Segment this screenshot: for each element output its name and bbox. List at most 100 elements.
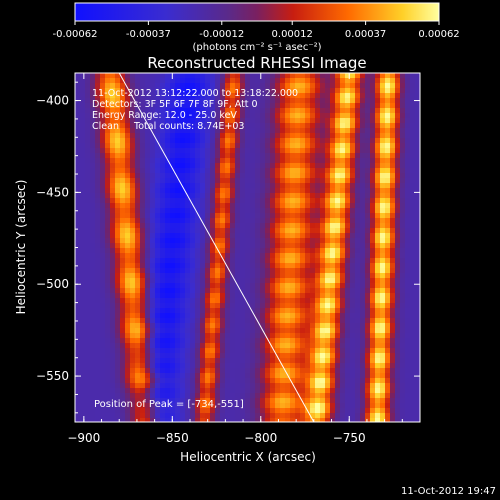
heatmap-cell (90, 128, 95, 133)
heatmap-cell (380, 293, 385, 298)
heatmap-cell (200, 368, 205, 373)
heatmap-cell (205, 258, 210, 263)
heatmap-cell (155, 218, 160, 223)
heatmap-cell (125, 243, 130, 248)
heatmap-cell (160, 88, 165, 93)
heatmap-cell (145, 293, 150, 298)
heatmap-cell (415, 138, 420, 143)
heatmap-cell (290, 408, 295, 413)
heatmap-cell (275, 203, 280, 208)
heatmap-cell (150, 208, 155, 213)
heatmap-cell (335, 73, 340, 78)
heatmap-cell (135, 343, 140, 348)
heatmap-cell (255, 128, 260, 133)
heatmap-cell (145, 303, 150, 308)
heatmap-cell (375, 418, 380, 422)
heatmap-cell (75, 308, 80, 313)
heatmap-cell (135, 148, 140, 153)
heatmap-cell (395, 323, 400, 328)
heatmap-cell (280, 253, 285, 258)
heatmap-cell (345, 88, 350, 93)
heatmap-cell (135, 218, 140, 223)
heatmap-cell (305, 233, 310, 238)
heatmap-cell (260, 338, 265, 343)
heatmap-cell (260, 98, 265, 103)
heatmap-cell (200, 383, 205, 388)
heatmap-cell (140, 348, 145, 353)
heatmap-cell (345, 298, 350, 303)
heatmap-cell (185, 158, 190, 163)
heatmap-cell (215, 133, 220, 138)
heatmap-cell (410, 313, 415, 318)
heatmap-cell (280, 378, 285, 383)
heatmap-cell (95, 338, 100, 343)
heatmap-cell (265, 398, 270, 403)
heatmap-cell (415, 278, 420, 283)
heatmap-cell (285, 358, 290, 363)
heatmap-cell (280, 88, 285, 93)
heatmap-cell (265, 318, 270, 323)
heatmap-cell (95, 168, 100, 173)
heatmap-cell (195, 113, 200, 118)
heatmap-cell (210, 273, 215, 278)
heatmap-cell (405, 403, 410, 408)
heatmap-cell (180, 193, 185, 198)
heatmap-cell (280, 108, 285, 113)
heatmap-cell (405, 203, 410, 208)
heatmap-cell (370, 203, 375, 208)
heatmap-cell (95, 188, 100, 193)
heatmap-cell (125, 133, 130, 138)
heatmap-cell (305, 83, 310, 88)
heatmap-cell (110, 223, 115, 228)
heatmap-cell (280, 328, 285, 333)
heatmap-cell (250, 278, 255, 283)
heatmap-cell (265, 408, 270, 413)
heatmap-cell (305, 208, 310, 213)
heatmap-cell (220, 268, 225, 273)
heatmap-cell (370, 113, 375, 118)
heatmap-cell (285, 308, 290, 313)
heatmap-cell (400, 78, 405, 83)
heatmap-cell (110, 303, 115, 308)
heatmap-cell (310, 368, 315, 373)
heatmap-cell (405, 198, 410, 203)
heatmap-cell (210, 288, 215, 293)
heatmap-cell (235, 258, 240, 263)
heatmap-cell (185, 88, 190, 93)
heatmap-cell (265, 418, 270, 422)
heatmap-cell (195, 123, 200, 128)
heatmap-cell (340, 223, 345, 228)
heatmap-cell (295, 108, 300, 113)
heatmap-cell (315, 358, 320, 363)
heatmap-cell (265, 133, 270, 138)
heatmap-cell (280, 323, 285, 328)
heatmap-cell (290, 278, 295, 283)
heatmap-cell (270, 73, 275, 78)
heatmap-cell (90, 138, 95, 143)
heatmap-cell (160, 303, 165, 308)
heatmap-cell (120, 93, 125, 98)
heatmap-cell (180, 98, 185, 103)
heatmap-cell (325, 313, 330, 318)
heatmap-cell (305, 388, 310, 393)
heatmap-cell (115, 128, 120, 133)
heatmap-cell (80, 113, 85, 118)
heatmap-cell (220, 368, 225, 373)
heatmap-cell (335, 193, 340, 198)
heatmap-cell (145, 418, 150, 422)
heatmap-cell (330, 273, 335, 278)
heatmap-cell (240, 363, 245, 368)
heatmap-cell (145, 333, 150, 338)
heatmap-cell (270, 353, 275, 358)
heatmap-cell (150, 258, 155, 263)
heatmap-cell (145, 158, 150, 163)
heatmap-cell (315, 408, 320, 413)
heatmap-cell (150, 368, 155, 373)
heatmap-cell (395, 278, 400, 283)
heatmap-cell (285, 368, 290, 373)
heatmap-cell (310, 308, 315, 313)
heatmap-cell (125, 93, 130, 98)
heatmap-cell (350, 168, 355, 173)
heatmap-cell (255, 383, 260, 388)
heatmap-cell (190, 323, 195, 328)
